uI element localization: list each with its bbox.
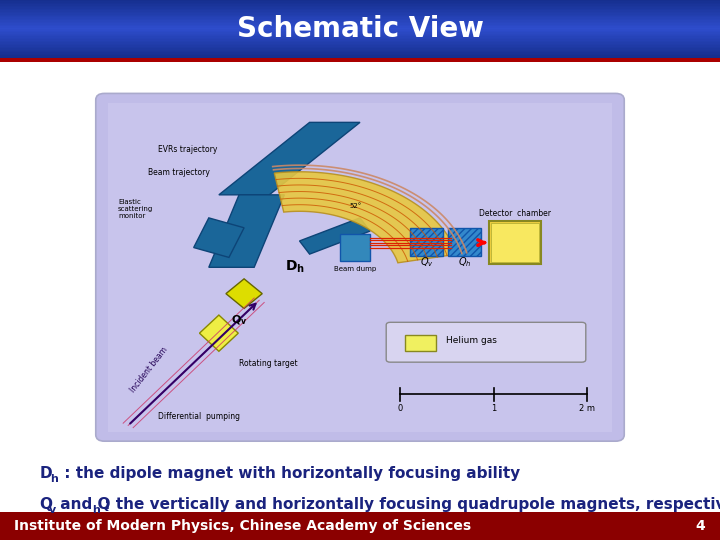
Polygon shape: [194, 218, 244, 258]
Text: 1: 1: [491, 403, 496, 413]
Bar: [405, 335, 436, 352]
Text: Rotating target: Rotating target: [239, 359, 297, 368]
Polygon shape: [219, 123, 360, 195]
Bar: [0, 45, 720, 46]
Bar: [0, 26, 720, 28]
Polygon shape: [274, 172, 457, 263]
Text: h: h: [92, 505, 100, 515]
Bar: [0, 22, 720, 23]
Bar: [0, 512, 720, 540]
Text: Schematic View: Schematic View: [237, 15, 483, 43]
Bar: [0, 2, 720, 3]
Bar: [0, 51, 720, 52]
Text: 4: 4: [696, 519, 706, 533]
Bar: [0, 56, 720, 57]
Bar: [0, 58, 720, 62]
Bar: [0, 52, 720, 54]
Bar: [0, 4, 720, 6]
Text: Helium gas: Helium gas: [446, 336, 497, 345]
Text: and Q: and Q: [55, 497, 111, 512]
Bar: [0, 8, 720, 9]
Text: : the vertically and horizontally focusing quadrupole magnets, respectively: : the vertically and horizontally focusi…: [99, 497, 720, 512]
Polygon shape: [300, 218, 370, 254]
Text: v: v: [49, 505, 56, 515]
Text: 0: 0: [397, 403, 403, 413]
Text: Detector  chamber: Detector chamber: [479, 209, 551, 218]
Text: Beam trajectory: Beam trajectory: [148, 168, 210, 177]
Text: Beam dump: Beam dump: [334, 266, 376, 272]
Text: $Q_h$: $Q_h$: [458, 255, 472, 269]
Bar: [448, 228, 481, 256]
Text: Q: Q: [40, 497, 53, 512]
Bar: [0, 57, 720, 58]
Bar: [0, 32, 720, 33]
Bar: [0, 54, 720, 56]
Bar: [0, 31, 720, 32]
Bar: [0, 21, 720, 22]
Bar: [0, 12, 720, 13]
Bar: [491, 224, 539, 262]
Bar: [0, 19, 720, 21]
Text: Incident beam: Incident beam: [128, 346, 169, 395]
Text: 52°: 52°: [350, 203, 362, 209]
Bar: [0, 9, 720, 10]
Bar: [0, 3, 720, 4]
Text: Institute of Modern Physics, Chinese Academy of Sciences: Institute of Modern Physics, Chinese Aca…: [14, 519, 472, 533]
Bar: [488, 221, 541, 264]
Text: h: h: [50, 474, 58, 484]
Bar: [0, 41, 720, 42]
Bar: [0, 10, 720, 12]
Bar: [0, 44, 720, 45]
Bar: [0, 38, 720, 39]
Text: Differential  pumping: Differential pumping: [158, 412, 240, 421]
Bar: [0, 35, 720, 36]
Bar: [0, 13, 720, 15]
Bar: [0, 33, 720, 35]
Bar: [0, 16, 720, 17]
Bar: [0, 23, 720, 25]
Text: D: D: [40, 466, 53, 481]
Bar: [0, 6, 720, 7]
Bar: [0, 50, 720, 51]
Bar: [0, 46, 720, 48]
Bar: [0, 42, 720, 44]
Text: Elastic
scattering
monitor: Elastic scattering monitor: [118, 199, 153, 219]
Bar: [0, 39, 720, 41]
Bar: [0, 28, 720, 29]
Bar: [0, 25, 720, 26]
FancyBboxPatch shape: [386, 322, 586, 362]
Bar: [0, 36, 720, 38]
Bar: [0, 48, 720, 50]
Text: $Q_v$: $Q_v$: [420, 255, 434, 269]
Bar: [410, 228, 444, 256]
Text: $\mathbf{D_h}$: $\mathbf{D_h}$: [284, 259, 305, 275]
Bar: [0, 17, 720, 19]
Bar: [340, 234, 370, 261]
Bar: [0, 15, 720, 16]
Polygon shape: [209, 195, 284, 267]
Text: : the dipole magnet with horizontally focusing ability: : the dipole magnet with horizontally fo…: [59, 466, 521, 481]
Polygon shape: [226, 279, 262, 308]
FancyBboxPatch shape: [96, 93, 624, 441]
Text: EVRs trajectory: EVRs trajectory: [158, 145, 217, 154]
Text: 2 m: 2 m: [579, 403, 595, 413]
Text: $\mathbf{Q_v}$: $\mathbf{Q_v}$: [231, 314, 247, 327]
Polygon shape: [199, 315, 238, 352]
Bar: [0, 0, 720, 2]
Bar: [0, 29, 720, 31]
